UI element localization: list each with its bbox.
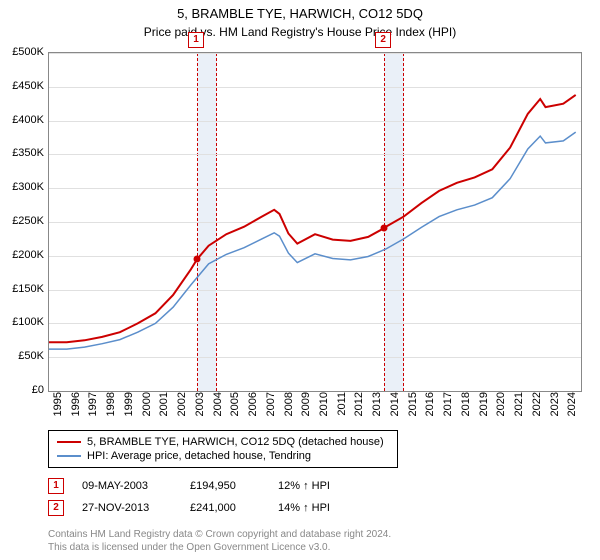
plot-area (48, 52, 582, 392)
x-axis-label: 2005 (229, 392, 241, 422)
y-axis-label: £500K (4, 46, 44, 58)
legend-item: HPI: Average price, detached house, Tend… (57, 449, 389, 463)
chart-container: 5, BRAMBLE TYE, HARWICH, CO12 5DQ Price … (0, 0, 600, 560)
footer-line2: This data is licensed under the Open Gov… (48, 541, 391, 554)
x-axis-label: 2009 (300, 392, 312, 422)
sale-hpi: 12% ↑ HPI (278, 480, 358, 492)
footer: Contains HM Land Registry data © Crown c… (48, 528, 391, 554)
x-axis-label: 2006 (247, 392, 259, 422)
y-axis-label: £350K (4, 147, 44, 159)
chart-lines (49, 53, 581, 391)
sale-price: £194,950 (190, 480, 260, 492)
sale-marker-label: 2 (375, 32, 391, 48)
sale-marker (194, 256, 201, 263)
x-axis-label: 2012 (353, 392, 365, 422)
x-axis-label: 2016 (424, 392, 436, 422)
chart-subtitle: Price paid vs. HM Land Registry's House … (0, 21, 600, 39)
x-axis-label: 1998 (105, 392, 117, 422)
sale-date: 27-NOV-2013 (82, 502, 172, 514)
y-axis-label: £200K (4, 249, 44, 261)
x-axis-label: 2011 (336, 392, 348, 422)
x-axis-label: 2003 (194, 392, 206, 422)
footer-line1: Contains HM Land Registry data © Crown c… (48, 528, 391, 541)
x-axis-label: 2021 (513, 392, 525, 422)
chart-title: 5, BRAMBLE TYE, HARWICH, CO12 5DQ (0, 0, 600, 21)
sale-row: 2 27-NOV-2013 £241,000 14% ↑ HPI (48, 500, 358, 516)
y-axis-label: £450K (4, 80, 44, 92)
x-axis-label: 2013 (371, 392, 383, 422)
x-axis-label: 2023 (549, 392, 561, 422)
y-axis-label: £0 (4, 384, 44, 396)
legend-swatch (57, 441, 81, 443)
x-axis-label: 2022 (531, 392, 543, 422)
x-axis-label: 2001 (158, 392, 170, 422)
x-axis-label: 2015 (407, 392, 419, 422)
sale-number-badge: 2 (48, 500, 64, 516)
y-axis-label: £150K (4, 283, 44, 295)
sale-number-badge: 1 (48, 478, 64, 494)
series-line (49, 95, 576, 342)
x-axis-label: 2024 (566, 392, 578, 422)
sale-row: 1 09-MAY-2003 £194,950 12% ↑ HPI (48, 478, 358, 494)
x-axis-label: 1997 (87, 392, 99, 422)
x-axis-label: 1996 (70, 392, 82, 422)
legend-swatch (57, 455, 81, 457)
x-axis-label: 2008 (283, 392, 295, 422)
legend-item: 5, BRAMBLE TYE, HARWICH, CO12 5DQ (detac… (57, 435, 389, 449)
x-axis-label: 2014 (389, 392, 401, 422)
legend: 5, BRAMBLE TYE, HARWICH, CO12 5DQ (detac… (48, 430, 398, 468)
x-axis-label: 1999 (123, 392, 135, 422)
x-axis-label: 2019 (478, 392, 490, 422)
x-axis-label: 2010 (318, 392, 330, 422)
sale-date: 09-MAY-2003 (82, 480, 172, 492)
y-axis-label: £400K (4, 114, 44, 126)
x-axis-label: 2017 (442, 392, 454, 422)
x-axis-label: 2000 (141, 392, 153, 422)
x-axis-label: 2020 (495, 392, 507, 422)
legend-label: 5, BRAMBLE TYE, HARWICH, CO12 5DQ (detac… (87, 436, 384, 448)
x-axis-label: 2004 (212, 392, 224, 422)
y-axis-label: £250K (4, 215, 44, 227)
y-axis-label: £50K (4, 350, 44, 362)
y-axis-label: £300K (4, 181, 44, 193)
legend-label: HPI: Average price, detached house, Tend… (87, 450, 311, 462)
sale-price: £241,000 (190, 502, 260, 514)
x-axis-label: 2002 (176, 392, 188, 422)
x-axis-label: 2018 (460, 392, 472, 422)
x-axis-label: 1995 (52, 392, 64, 422)
sale-marker-label: 1 (188, 32, 204, 48)
sale-hpi: 14% ↑ HPI (278, 502, 358, 514)
sale-marker (381, 225, 388, 232)
x-axis-label: 2007 (265, 392, 277, 422)
y-axis-label: £100K (4, 316, 44, 328)
